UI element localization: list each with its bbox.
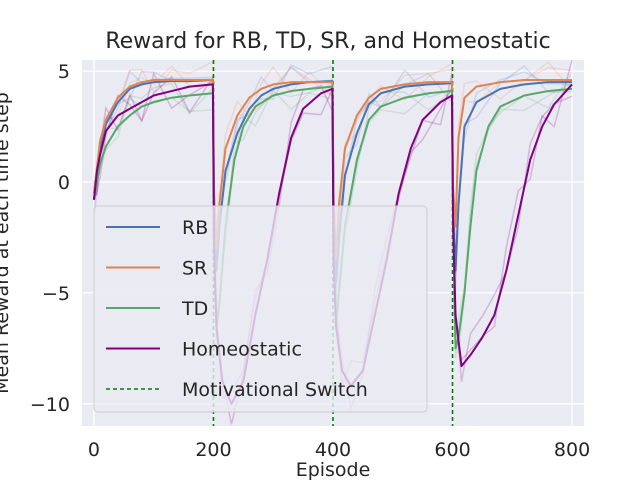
legend-label-rb: RB <box>182 217 208 239</box>
chart-title: Reward for RB, TD, SR, and Homeostatic <box>105 29 550 54</box>
legend-label-td: TD <box>181 298 208 320</box>
y-axis-ticks: 5 0 −5 −10 <box>30 61 70 416</box>
y-tick-label: 5 <box>58 61 70 83</box>
legend-label-homeostatic: Homeostatic <box>182 339 302 361</box>
series-line-sr <box>92 78 573 261</box>
x-axis-label: Episode <box>296 459 371 480</box>
x-tick-label: 400 <box>315 439 351 461</box>
y-tick-label: 0 <box>58 172 70 194</box>
x-tick-label: 600 <box>434 439 470 461</box>
y-tick-label: −5 <box>42 283 70 305</box>
y-tick-label: −10 <box>30 394 70 416</box>
x-tick-label: 0 <box>88 439 100 461</box>
legend-label-motivational-switch: Motivational Switch <box>182 379 368 401</box>
y-axis-label: Mean Reward at each time step <box>0 92 13 394</box>
legend-box <box>93 205 428 413</box>
legend: RB SR TD Homeostatic Motivational Switch <box>93 205 428 413</box>
x-tick-label: 200 <box>195 439 231 461</box>
legend-label-sr: SR <box>182 258 207 280</box>
x-tick-label: 800 <box>554 439 590 461</box>
x-axis-ticks: 0 200 400 600 800 <box>88 439 590 461</box>
